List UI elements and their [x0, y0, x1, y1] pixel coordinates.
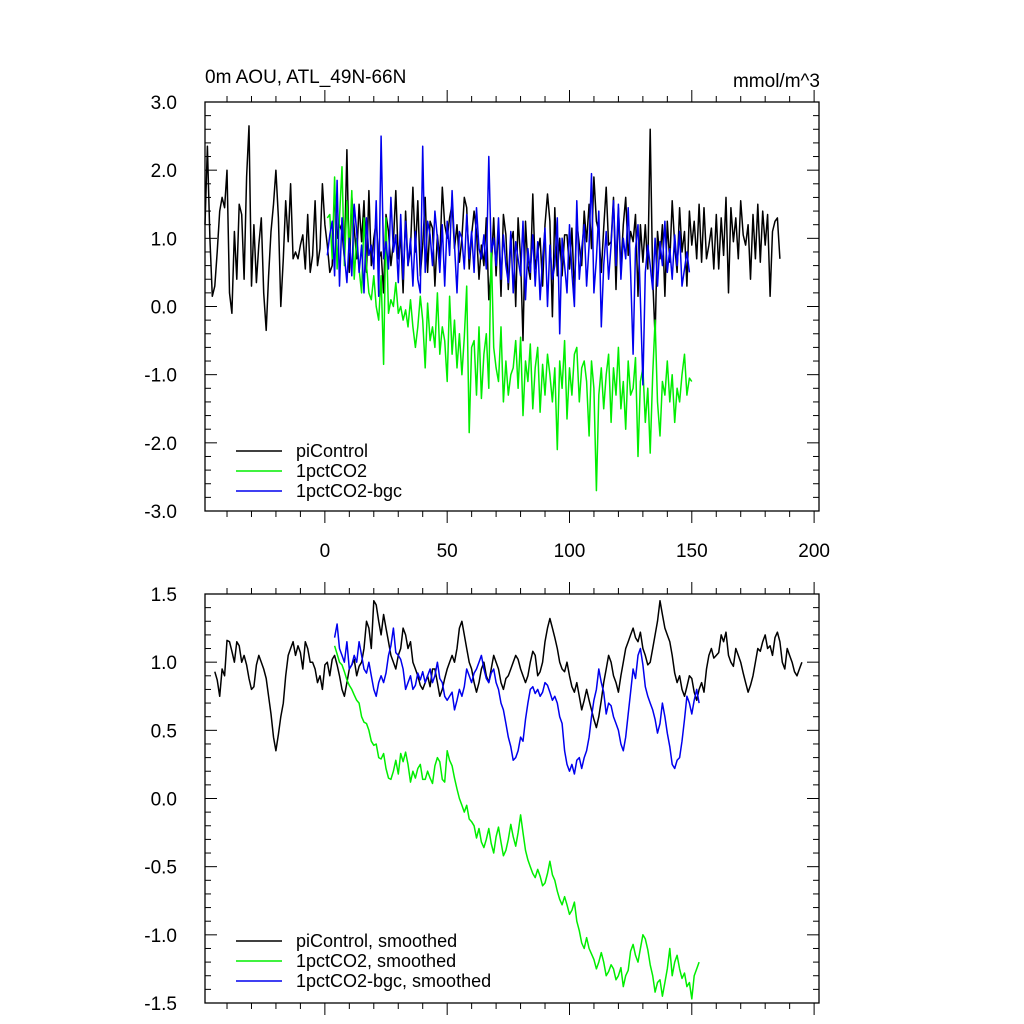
- x-tick-label: 0: [320, 541, 331, 562]
- y-tick-label: 1.0: [151, 653, 177, 674]
- legend-label: piControl, smoothed: [296, 931, 457, 951]
- legend-label: 1pctCO2-bgc, smoothed: [296, 971, 491, 991]
- y-tick-label: 0.0: [151, 790, 177, 811]
- top-panel-units: mmol/m^3: [733, 71, 820, 92]
- series-line-1pctco2-bgc: [326, 135, 691, 386]
- y-tick-label: -3.0: [144, 502, 177, 523]
- legend-label: 1pctCO2, smoothed: [296, 951, 456, 971]
- top-panel-frame: [204, 101, 820, 512]
- y-tick-label: -0.5: [144, 858, 177, 879]
- y-tick-label: -1.0: [144, 366, 177, 387]
- legend-label: piControl: [296, 441, 368, 461]
- y-tick-label: -1.5: [144, 994, 177, 1015]
- series-line-1pctco2-smoothed: [333, 645, 700, 1000]
- x-tick-label: 100: [554, 541, 586, 562]
- x-tick-label: 50: [437, 541, 458, 562]
- legend-label: 1pctCO2: [296, 461, 367, 481]
- y-tick-label: 1.5: [151, 585, 177, 606]
- y-tick-label: -2.0: [144, 434, 177, 455]
- top-panel-title: 0m AOU, ATL_49N-66N: [205, 67, 406, 88]
- bottom-panel: -1.5 -1.0 -0.5 0.0 0.5 1.0 1.5 piControl, smoo…: [144, 582, 820, 1015]
- y-tick-label: 0.5: [151, 721, 177, 742]
- x-tick-label: 200: [798, 541, 830, 562]
- y-tick-label: 3.0: [151, 93, 177, 114]
- series-line-picontrol-smoothed: [214, 600, 803, 752]
- y-tick-label: 1.0: [151, 229, 177, 250]
- top-panel: 0m AOU, ATL_49N-66N mmol/m^3 -3.0 -2.0 -1.…: [144, 67, 830, 562]
- y-tick-label: -1.0: [144, 926, 177, 947]
- y-tick-label: 0.0: [151, 298, 177, 319]
- series-line-1pctco2: [326, 166, 693, 492]
- legend-label: 1pctCO2-bgc: [296, 481, 402, 501]
- x-tick-label: 150: [676, 541, 708, 562]
- y-tick-label: 2.0: [151, 161, 177, 182]
- series-line-1pctco2-bgc-smoothed: [333, 623, 700, 775]
- bottom-panel-frame: [204, 593, 820, 1004]
